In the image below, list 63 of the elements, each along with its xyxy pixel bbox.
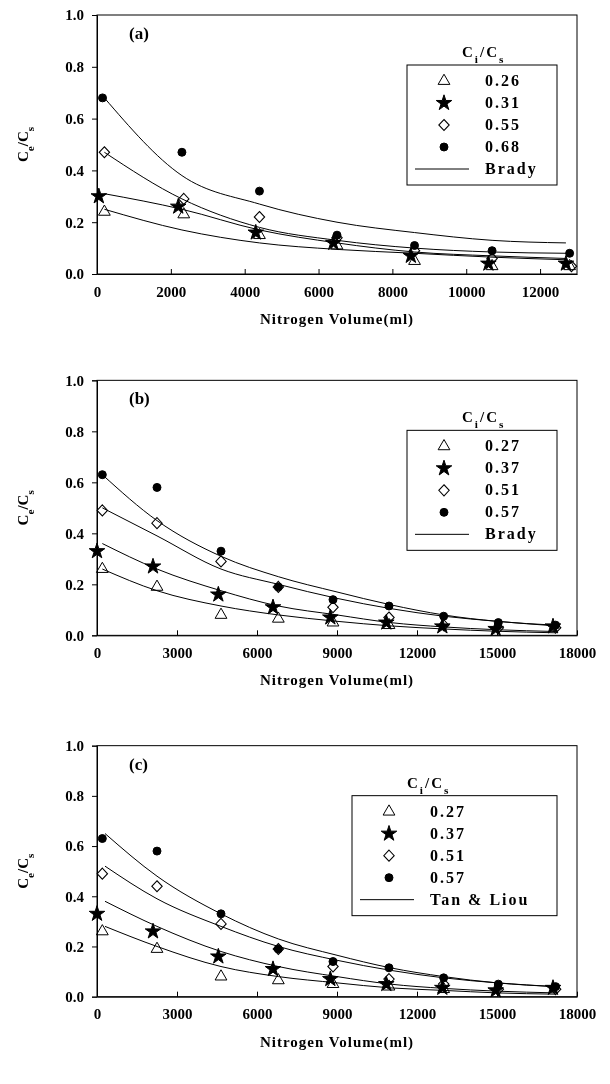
x-tick-label: 8000: [377, 283, 408, 300]
y-tick-label: 0.0: [65, 988, 84, 1005]
legend-label: 0.55: [485, 116, 521, 133]
x-tick-label: 0: [93, 644, 102, 661]
legend-label: Brady: [485, 525, 538, 544]
x-tick-label: 2000: [156, 283, 187, 300]
legend-title: C$_{i}$/C$_{s}$: [462, 409, 506, 431]
y-tick-label: 0.6: [65, 474, 85, 491]
legend-label: 0.57: [485, 503, 521, 521]
legend-label: 0.57: [430, 868, 466, 886]
y-tick-label: 0.2: [65, 576, 84, 593]
x-tick-label: 3000: [162, 1006, 193, 1023]
x-tick-label: 0: [93, 283, 102, 300]
x-tick-label: 4000: [230, 283, 261, 300]
x-tick-label: 18000: [558, 644, 597, 661]
y-tick-label: 0.4: [65, 888, 85, 905]
y-tick-label: 0.4: [65, 525, 85, 542]
x-axis-title: Nitrogen Volume(ml): [259, 1033, 415, 1051]
y-tick-label: 0.2: [65, 938, 84, 955]
x-tick-label: 6000: [242, 644, 273, 661]
legend-label: 0.37: [430, 824, 466, 842]
y-tick-label: 0.6: [65, 838, 85, 855]
legend-title: C$_{i}$/C$_{s}$: [407, 774, 451, 796]
legend-label: 0.51: [430, 846, 466, 864]
legend-label: 0.31: [485, 94, 521, 111]
text: (c): [129, 754, 148, 774]
y-tick-label: 0.6: [65, 110, 85, 127]
x-tick-label: 9000: [322, 1006, 353, 1023]
x-tick-label: 12000: [521, 283, 560, 300]
x-tick-label: 12000: [398, 644, 437, 661]
y-tick-label: 0.4: [65, 162, 85, 179]
x-tick-label: 12000: [398, 1006, 437, 1023]
y-tick-label: 0.8: [65, 423, 84, 440]
legend-label: Brady: [485, 160, 538, 178]
x-tick-label: 6000: [304, 283, 335, 300]
legend-label: 0.27: [430, 802, 466, 820]
x-tick-label: 9000: [322, 644, 353, 661]
legend-label: Tan & Liou: [430, 890, 530, 908]
legend-label: 0.68: [485, 138, 521, 155]
legend-title: C$_{i}$/C$_{s}$: [462, 44, 506, 65]
x-tick-label: 3000: [162, 644, 193, 661]
x-tick-label: 10000: [447, 283, 486, 300]
y-tick-label: 0.2: [65, 214, 84, 231]
y-tick-label: 1.0: [65, 737, 84, 754]
x-tick-label: 15000: [478, 1006, 517, 1023]
x-axis-title: Nitrogen Volume(ml): [259, 311, 415, 328]
text: (b): [129, 389, 150, 409]
legend-label: 0.37: [485, 459, 521, 477]
x-tick-label: 6000: [242, 1006, 273, 1023]
legend-label: 0.27: [485, 437, 521, 455]
x-tick-label: 18000: [558, 1006, 597, 1023]
legend-label: 0.51: [485, 481, 521, 499]
legend-label: 0.26: [485, 72, 521, 89]
y-tick-label: 0.8: [65, 788, 84, 805]
y-tick-label: 0.0: [65, 627, 84, 644]
y-tick-label: 1.0: [65, 7, 84, 24]
x-axis-title: Nitrogen Volume(ml): [259, 672, 415, 690]
y-tick-label: 0.8: [65, 59, 84, 76]
y-tick-label: 1.0: [65, 372, 84, 389]
x-tick-label: 0: [93, 1006, 102, 1023]
x-tick-label: 15000: [478, 644, 517, 661]
text: (a): [129, 24, 149, 43]
y-tick-label: 0.0: [65, 266, 84, 283]
